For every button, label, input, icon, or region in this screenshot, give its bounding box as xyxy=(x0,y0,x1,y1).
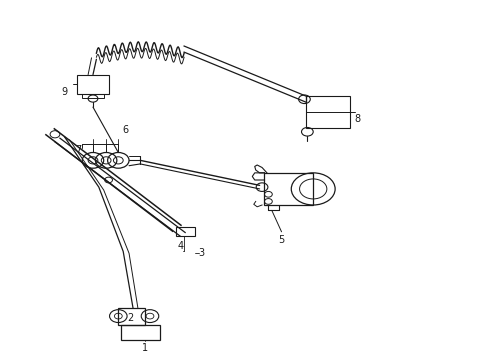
Text: 1: 1 xyxy=(142,342,148,352)
Text: 3: 3 xyxy=(199,248,205,258)
Bar xyxy=(118,307,145,325)
Bar xyxy=(77,75,109,94)
Bar xyxy=(265,173,313,205)
Text: 8: 8 xyxy=(355,114,361,124)
Bar xyxy=(176,227,196,236)
Bar xyxy=(121,325,160,340)
Text: 4: 4 xyxy=(178,242,184,251)
Bar xyxy=(82,94,104,98)
Text: 5: 5 xyxy=(278,235,285,246)
Text: 6: 6 xyxy=(122,125,129,135)
Text: 7: 7 xyxy=(75,145,82,155)
Text: 9: 9 xyxy=(61,87,67,98)
Bar xyxy=(306,96,350,128)
Text: 2: 2 xyxy=(127,312,134,323)
